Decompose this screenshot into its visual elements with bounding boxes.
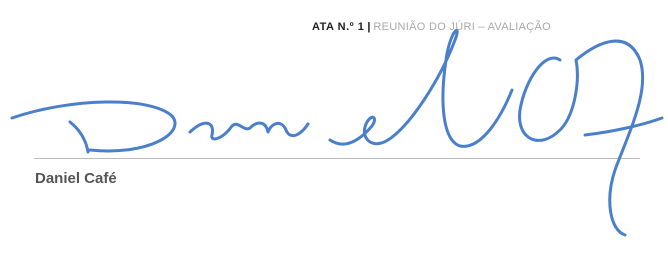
signature-stroke — [520, 41, 643, 235]
page: ATA N.º 1|REUNIÃO DO JÚRI – AVALIAÇÃO Da… — [0, 0, 668, 254]
signature-stroke — [190, 123, 308, 139]
signature-stroke — [330, 30, 512, 146]
signature-stroke — [12, 102, 175, 152]
signature — [0, 0, 668, 254]
signature-stroke — [585, 118, 662, 135]
